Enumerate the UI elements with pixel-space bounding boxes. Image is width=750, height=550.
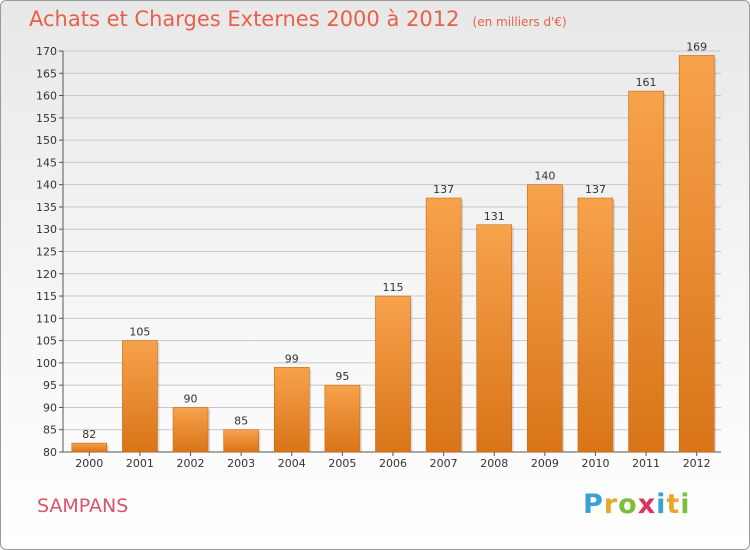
chart-title: Achats et Charges Externes 2000 à 2012 [29, 7, 460, 31]
y-tick-label: 165 [36, 67, 57, 80]
y-tick-label: 150 [36, 134, 57, 147]
y-tick-label: 115 [36, 290, 57, 303]
x-tick-label: 2011 [632, 457, 660, 470]
bar [476, 224, 513, 453]
data-label: 90 [184, 392, 198, 405]
logo-letter: i [680, 489, 691, 520]
bar [628, 90, 664, 453]
bar [375, 295, 411, 453]
y-tick-label: 135 [36, 201, 57, 214]
x-tick-label: 2003 [227, 457, 255, 470]
data-label: 85 [234, 415, 248, 428]
bar [678, 55, 715, 453]
x-tick-label: 2008 [480, 457, 508, 470]
data-label: 105 [129, 326, 150, 339]
y-tick-label: 105 [36, 335, 57, 348]
logo-letter: x [637, 489, 657, 520]
x-tick-label: 2004 [278, 457, 306, 470]
commune-name: SAMPANS [37, 495, 129, 517]
labels: 80 85 90 95 100 105 110 115 120 125 130 135 140 145 15… [36, 40, 711, 470]
bar [425, 197, 462, 453]
data-label: 169 [686, 40, 707, 53]
x-tick-label: 2006 [379, 457, 407, 470]
logo-letter: t [666, 489, 681, 520]
data-label: 82 [82, 428, 96, 441]
x-tick-label: 2001 [126, 457, 154, 470]
x-tick-label: 2002 [177, 457, 205, 470]
proxiti-logo: Proxiti [583, 489, 691, 520]
y-tick-label: 100 [36, 357, 57, 370]
y-tick-label: 110 [36, 312, 57, 325]
logo-letter: i [656, 489, 667, 520]
y-tick-label: 145 [36, 156, 57, 169]
data-label: 137 [433, 183, 454, 196]
logo-letter: r [603, 489, 619, 520]
data-label: 161 [636, 76, 657, 89]
data-label: 140 [534, 170, 555, 183]
bar [577, 197, 614, 453]
y-tick-label: 125 [36, 246, 57, 259]
bar [527, 184, 563, 453]
x-tick-label: 2007 [430, 457, 458, 470]
y-tick-label: 170 [36, 45, 57, 58]
x-tick-label: 2010 [581, 457, 609, 470]
y-tick-label: 155 [36, 112, 57, 125]
bar [273, 367, 310, 453]
y-tick-label: 120 [36, 268, 57, 281]
data-label: 137 [585, 183, 606, 196]
bar [172, 407, 209, 453]
x-tick-label: 2000 [75, 457, 103, 470]
data-label: 99 [285, 352, 299, 365]
data-label: 131 [484, 210, 505, 223]
y-tick-label: 140 [36, 179, 57, 192]
bar [324, 384, 361, 453]
chart-subtitle: (en milliers d'€) [472, 15, 567, 29]
bar [71, 442, 108, 453]
data-label: 95 [335, 370, 349, 383]
y-tick-label: 90 [43, 401, 57, 414]
x-tick-label: 2009 [531, 457, 559, 470]
y-tick-label: 160 [36, 90, 57, 103]
bar [223, 429, 259, 453]
y-tick-label: 130 [36, 223, 57, 236]
y-tick-label: 80 [43, 446, 57, 459]
logo-letter: o [618, 489, 638, 520]
y-tick-label: 95 [43, 379, 57, 392]
x-tick-label: 2012 [683, 457, 711, 470]
chart-title-block: Achats et Charges Externes 2000 à 2012 (… [29, 7, 567, 31]
data-label: 115 [383, 281, 404, 294]
x-tick-label: 2005 [328, 457, 356, 470]
bar [122, 340, 158, 453]
bars [71, 55, 717, 453]
logo-letter: P [583, 489, 604, 520]
y-tick-label: 85 [43, 424, 57, 437]
